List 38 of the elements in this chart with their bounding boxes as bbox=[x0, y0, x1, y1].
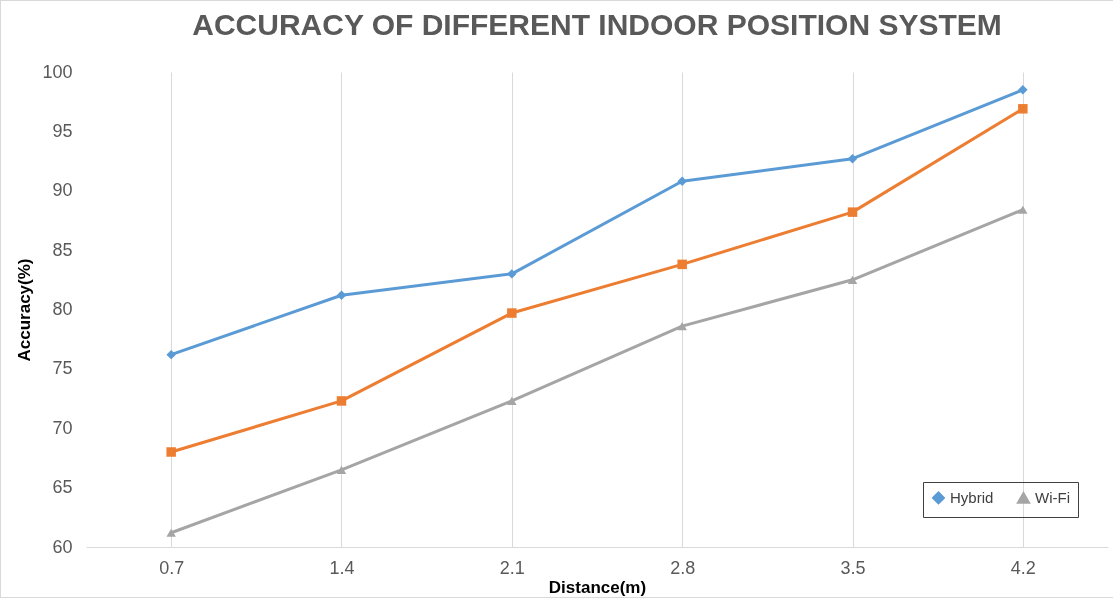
x-axis-title: Distance(m) bbox=[548, 577, 647, 597]
point bbox=[847, 207, 858, 217]
y-tick-label: 100 bbox=[42, 61, 73, 82]
point bbox=[1018, 85, 1028, 95]
x-tick-label: 3.5 bbox=[840, 557, 866, 578]
point bbox=[507, 396, 517, 406]
point bbox=[166, 447, 176, 457]
point bbox=[507, 308, 517, 318]
x-tick-label: 1.4 bbox=[329, 557, 355, 578]
legend-label: Hybrid bbox=[950, 488, 994, 506]
y-tick-label: 70 bbox=[52, 417, 73, 438]
point bbox=[677, 176, 687, 186]
y-tick-label: 90 bbox=[52, 180, 73, 201]
point bbox=[166, 349, 176, 360]
y-tick-label: 95 bbox=[52, 120, 73, 141]
point bbox=[336, 396, 347, 406]
x-tick-label: 2.1 bbox=[499, 557, 525, 578]
y-tick-label: 85 bbox=[52, 239, 73, 260]
x-tick-label: 4.2 bbox=[1010, 557, 1036, 578]
y-tick-label: 75 bbox=[52, 358, 73, 379]
y-tick-label: 60 bbox=[52, 536, 73, 557]
y-tick-label: 80 bbox=[52, 299, 73, 319]
x-tick-label: 0.7 bbox=[159, 557, 185, 578]
point bbox=[166, 528, 176, 537]
point bbox=[847, 275, 858, 284]
point bbox=[677, 322, 687, 331]
legend-label: Wi-Fi bbox=[1035, 489, 1070, 507]
point bbox=[677, 259, 687, 270]
chart-title: ACCURACY OF DIFFERENT INDOOR POSITION SYSTEM bbox=[192, 8, 1002, 41]
point bbox=[847, 153, 858, 164]
point bbox=[1018, 205, 1028, 214]
point bbox=[336, 290, 347, 300]
y-tick-label: 65 bbox=[52, 477, 73, 498]
point bbox=[1018, 104, 1028, 114]
x-tick-label: 2.8 bbox=[670, 557, 696, 578]
y-axis-title: Accuracy(%) bbox=[15, 258, 35, 362]
point bbox=[507, 269, 517, 279]
point bbox=[336, 465, 347, 474]
